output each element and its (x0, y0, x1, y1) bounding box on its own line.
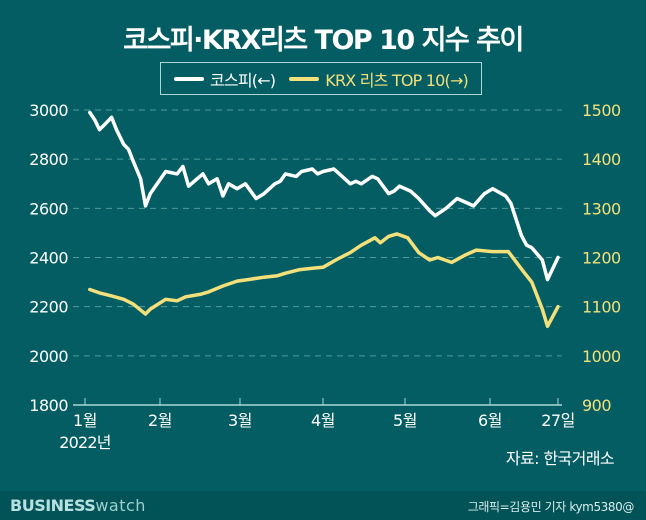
x-axis: 1월 2월 3월 4월 5월 6월 27일 2022년 (59, 398, 575, 452)
legend-swatch-reits-icon (289, 76, 320, 81)
x-tick-label: 27일 (541, 411, 575, 430)
left-tick-label: 2400 (29, 249, 68, 268)
legend-label-kospi: 코스피(←) (210, 70, 276, 90)
brand-light: watch (95, 496, 146, 515)
left-tick-label: 2600 (29, 199, 68, 218)
legend-label-reits: KRX 리츠 TOP 10(→) (325, 70, 469, 90)
x-year-label: 2022년 (59, 433, 111, 452)
left-tick-label: 2800 (29, 150, 68, 169)
footer: BUSINESSwatch 그래픽=김용민 기자 kym5380@ (0, 491, 646, 520)
source-note: 자료: 한국거래소 (505, 449, 615, 468)
x-tick-label: 5월 (393, 411, 417, 430)
right-tick-label: 900 (582, 396, 611, 415)
left-tick-label: 2000 (29, 347, 68, 366)
left-tick-label: 2200 (29, 298, 68, 317)
x-tick-label: 3월 (228, 411, 252, 430)
right-tick-label: 1300 (582, 199, 621, 218)
brand-logo: BUSINESSwatch (10, 496, 146, 515)
graphic-credit: 그래픽=김용민 기자 kym5380@ (467, 500, 635, 514)
grid-lines (73, 109, 562, 357)
legend: 코스피(←) KRX 리츠 TOP 10(→) (160, 62, 482, 95)
right-axis: 1500 1400 1300 1200 1100 1000 900 (582, 101, 622, 415)
left-tick-label: 3000 (29, 101, 68, 120)
left-tick-label: 1800 (29, 396, 68, 415)
x-tick-label: 1월 (73, 411, 97, 430)
x-tick-label: 6월 (478, 411, 502, 430)
right-tick-label: 1200 (582, 249, 621, 268)
chart-title: 코스피·KRX리츠 TOP 10 지수 추이 (123, 25, 524, 56)
legend-swatch-kospi-icon (174, 76, 204, 81)
right-tick-label: 1000 (582, 347, 621, 366)
x-tick-label: 2월 (148, 411, 172, 430)
reits-series-line (88, 232, 560, 329)
right-tick-label: 1100 (582, 298, 621, 317)
right-tick-label: 1400 (582, 150, 621, 169)
right-tick-label: 1500 (582, 101, 621, 120)
legend-item-reits: KRX 리츠 TOP 10(→) (289, 67, 469, 91)
legend-item-kospi: 코스피(←) (174, 67, 276, 91)
x-tick-label: 4월 (311, 411, 335, 430)
kospi-series-line (88, 110, 560, 282)
brand-bold: BUSINESS (10, 496, 96, 515)
left-axis: 3000 2800 2600 2400 2200 2000 1800 (29, 101, 69, 415)
